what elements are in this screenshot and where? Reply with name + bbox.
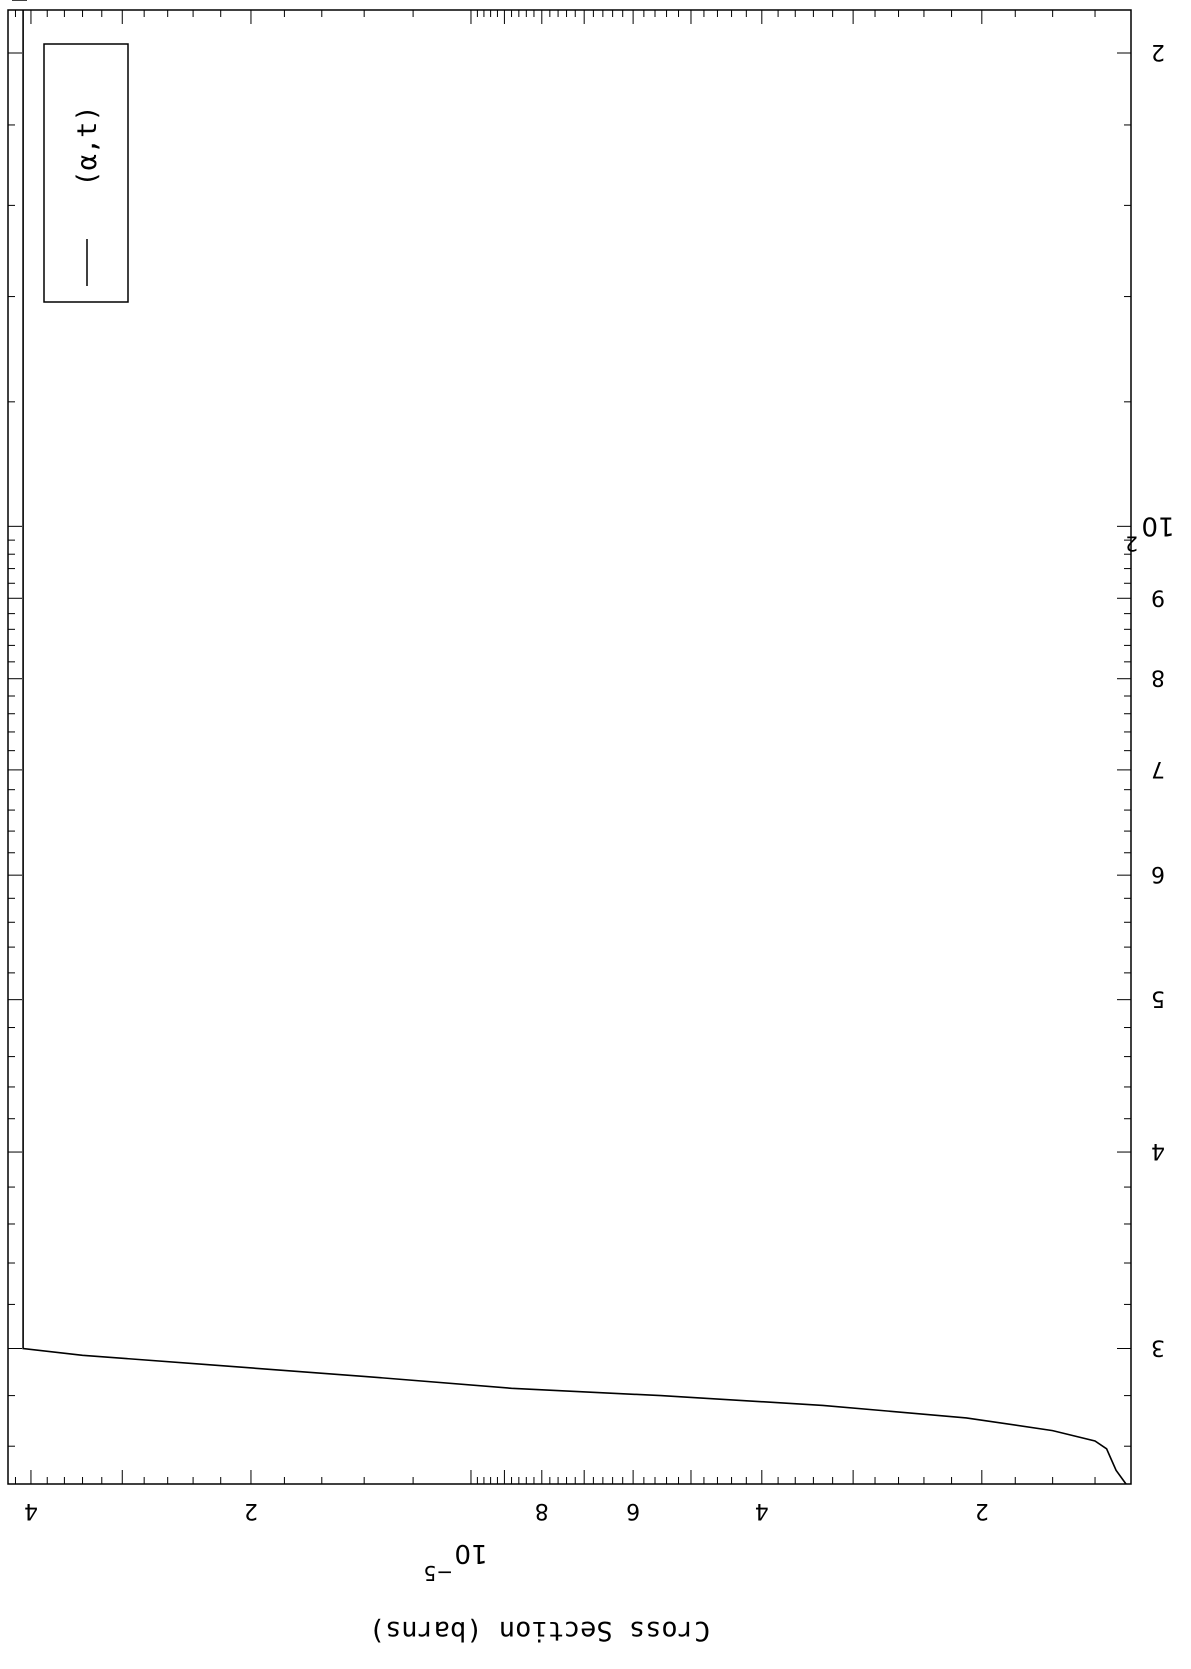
y-tick-label: 10−5 [423,1538,487,1585]
x-tick-label: 8 [1151,665,1165,690]
y-tick-label: 4 [24,1498,38,1523]
x-minor-ticks [8,52,1131,1447]
x-tick-label-text: 5 [1151,986,1165,1011]
y-tick-label-text: 6 [626,1498,640,1523]
legend: (α,t) [43,43,129,303]
y-tick-label-text: 2 [244,1498,258,1523]
x-tick-label-exponent: 2 [1125,531,1138,555]
y-tick-label: 2 [244,1498,258,1523]
y-tick-label: 8 [535,1498,549,1523]
y-tick-label: 2 [975,1498,989,1523]
y-axis-title-text: Cross Section (barns) [369,1615,710,1646]
x-tick-label: 7 [1151,756,1165,781]
plot-frame [7,9,1132,1485]
y-tick-label: 6 [626,1498,640,1523]
series-line-0 [22,10,1127,1485]
y-axis-title: Cross Section (barns) [369,1615,710,1646]
y-tick-label-text: 8 [535,1498,549,1523]
y-tick-label-text: 2 [975,1498,989,1523]
x-tick-label-text: 4 [1151,1138,1165,1163]
y-tick-label: 4 [755,1498,769,1523]
x-tick-label: 4 [1151,1138,1165,1163]
x-tick-label: 2 [1151,39,1165,64]
y-tick-label-text: 4 [755,1498,769,1523]
x-tick-label-text: 10 [1141,510,1174,540]
y-minor-ticks [14,10,1096,1484]
y-tick-label-text: 10 [454,1538,487,1568]
x-tick-label-text: 3 [1151,1334,1165,1359]
legend-label: (α,t) [72,105,103,186]
x-tick-label-text: 6 [1151,861,1165,886]
x-tick-label: 102 [1125,510,1174,555]
x-tick-label: 9 [1151,584,1165,609]
y-tick-label-exponent: −5 [423,1561,452,1585]
x-tick-label-text: 8 [1151,665,1165,690]
x-tick-label-text: 7 [1151,756,1165,781]
x-tick-label: 5 [1151,986,1165,1011]
y-tick-label-text: 4 [24,1498,38,1523]
x-tick-label-text: 9 [1151,584,1165,609]
x-tick-label: 3 [1151,1334,1165,1359]
legend-label-text: (α,t) [72,105,103,186]
x-tick-label-text: 2 [1151,39,1165,64]
x-tick-label: 6 [1151,861,1165,886]
legend-box [43,43,129,303]
